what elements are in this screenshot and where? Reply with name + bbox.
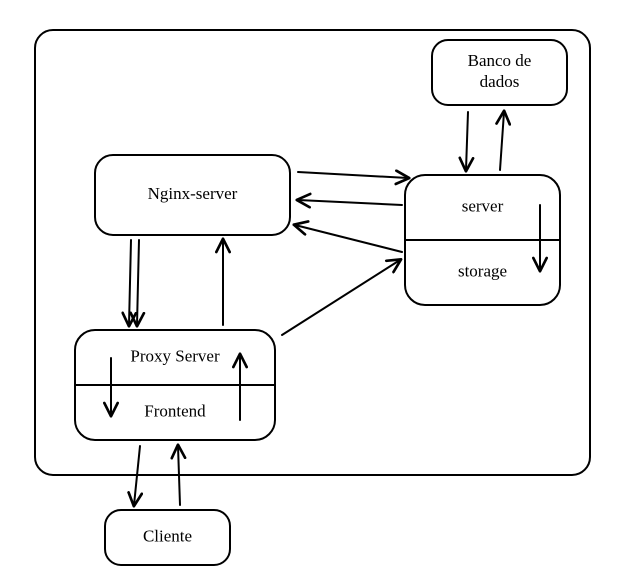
edge-nginx-to-proxy-down-l (129, 240, 131, 325)
edge-nginx-to-proxy-down-r (137, 240, 139, 325)
edge-proxy-to-server-diag (282, 260, 400, 335)
edge-nginx-to-server-top (298, 172, 408, 178)
node-nginx-label-0: Nginx-server (148, 184, 238, 203)
node-nginx: Nginx-server (95, 155, 290, 235)
node-proxy-bottom-label: Frontend (144, 401, 206, 420)
edge-banco-to-server-down (466, 112, 468, 170)
node-banco-label-0: Banco de (468, 51, 532, 70)
node-banco-label-1: dados (480, 72, 520, 91)
node-cliente: Cliente (105, 510, 230, 565)
node-server-bottom-label: storage (458, 261, 507, 280)
node-proxy-top-label: Proxy Server (130, 346, 220, 365)
edge-server-to-banco-up (500, 112, 504, 170)
edge-server-to-nginx-low (295, 225, 402, 252)
node-server: server storage (405, 175, 560, 305)
node-banco: Banco de dados (432, 40, 567, 105)
node-server-top-label: server (462, 196, 504, 215)
node-proxy: Proxy Server Frontend (75, 330, 275, 440)
edge-cliente-to-proxy-up (178, 446, 180, 505)
node-cliente-label-0: Cliente (143, 526, 192, 545)
container-box (35, 30, 590, 475)
edge-server-to-nginx-mid (298, 200, 402, 205)
architecture-diagram: Banco de dados Nginx-server server storage Pr… (0, 0, 626, 585)
